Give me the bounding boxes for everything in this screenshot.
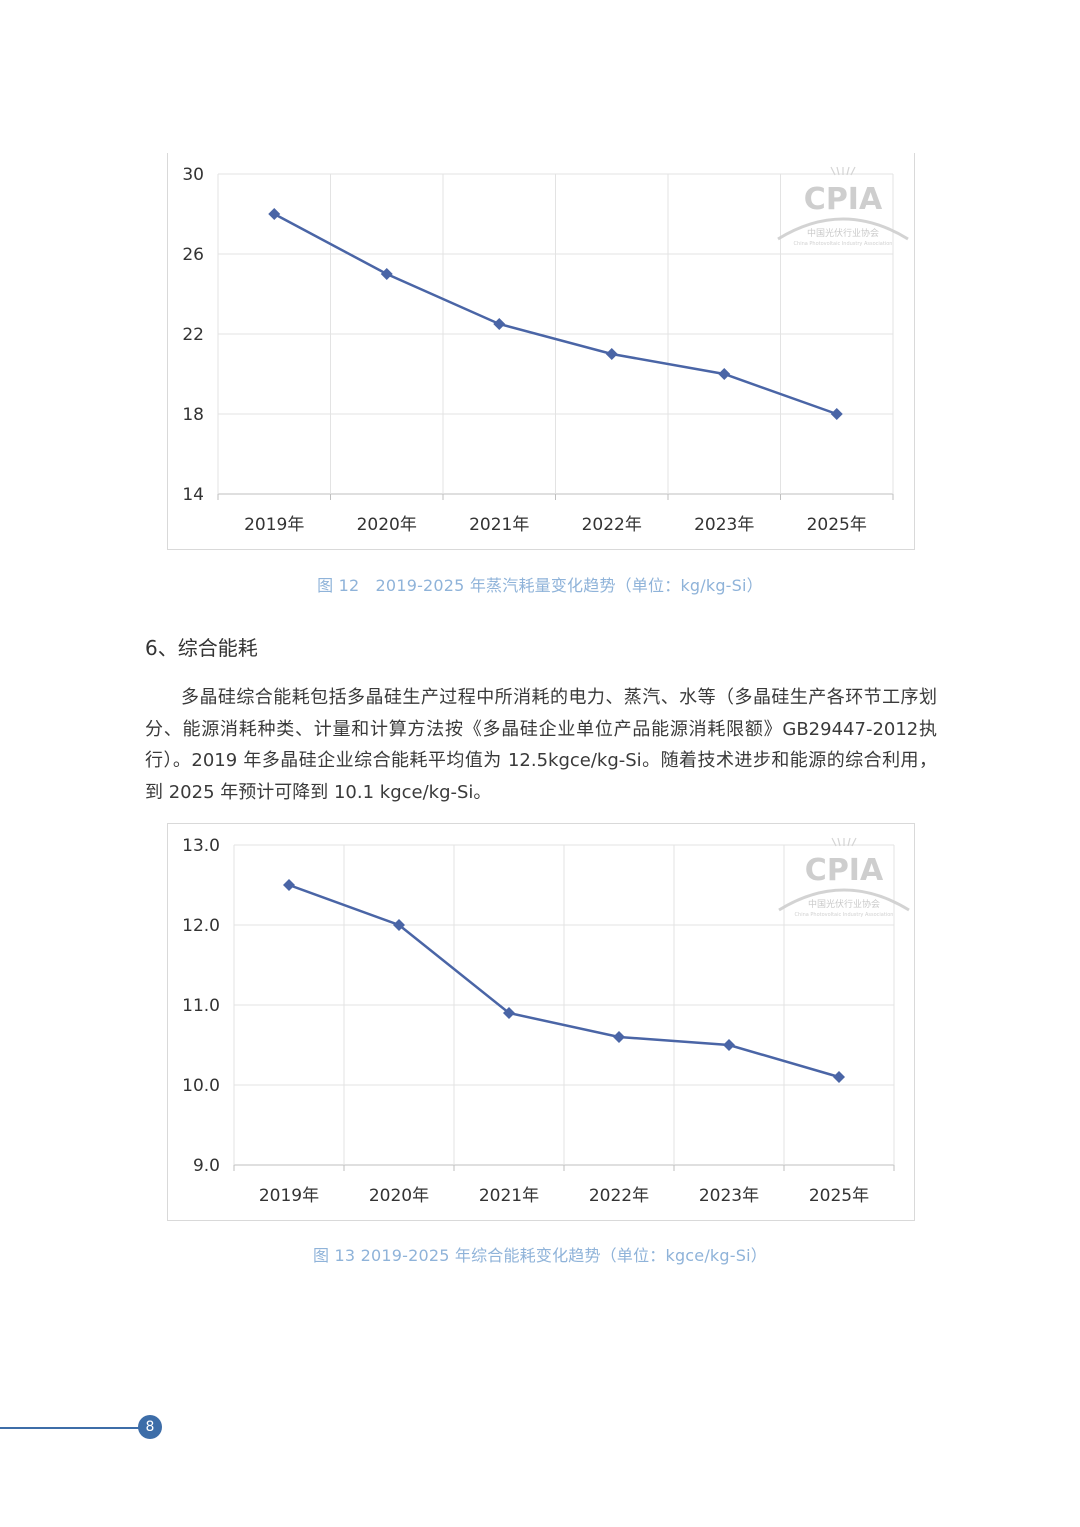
data-point-marker bbox=[283, 879, 295, 891]
watermark-text: CPIA bbox=[804, 182, 883, 217]
x-tick-label: 2020年 bbox=[369, 1186, 429, 1206]
data-point-marker bbox=[493, 318, 506, 330]
chart-steam-consumption: 14 18 22 26 30 2019年 2020年 2021年 2022年 2023年 2025年… bbox=[167, 153, 915, 550]
watermark-subtext: 中国光伏行业协会 bbox=[807, 227, 879, 239]
x-tick-label: 2019年 bbox=[259, 1186, 319, 1206]
x-tick-label: 2023年 bbox=[699, 1186, 759, 1206]
y-tick-label: 10.0 bbox=[182, 1076, 220, 1096]
y-tick-label: 22 bbox=[182, 325, 204, 345]
chart-comprehensive-energy: 9.0 10.0 11.0 12.0 13.0 2019年 2020年 2021年 2022年 2… bbox=[167, 823, 915, 1221]
x-tick-label: 2022年 bbox=[589, 1186, 649, 1206]
data-point-marker bbox=[718, 368, 731, 380]
line-chart-energy: 9.0 10.0 11.0 12.0 13.0 2019年 2020年 2021年 2022年 2… bbox=[182, 836, 910, 1206]
data-point-marker bbox=[830, 408, 843, 420]
section-heading: 6、综合能耗 bbox=[145, 636, 258, 660]
y-tick-label: 9.0 bbox=[193, 1156, 220, 1176]
y-tick-label: 13.0 bbox=[182, 836, 220, 856]
data-point-marker bbox=[380, 268, 393, 280]
x-tick-label: 2019年 bbox=[244, 515, 304, 535]
y-tick-label: 11.0 bbox=[182, 996, 220, 1016]
y-tick-label: 30 bbox=[182, 165, 204, 185]
x-tick-label: 2023年 bbox=[694, 515, 754, 535]
data-point-marker bbox=[605, 348, 618, 360]
watermark-arc bbox=[777, 217, 909, 241]
y-tick-label: 18 bbox=[182, 405, 204, 425]
watermark-ray bbox=[836, 166, 840, 176]
series-line bbox=[273, 212, 838, 416]
data-point-marker bbox=[613, 1031, 625, 1043]
x-tick-label: 2021年 bbox=[479, 1186, 539, 1206]
watermark-ray bbox=[837, 837, 841, 847]
x-tick-label: 2022年 bbox=[582, 515, 642, 535]
watermark-subtext-en: China Photovoltaic Industry Association bbox=[795, 912, 894, 918]
watermark-arc bbox=[778, 888, 910, 912]
line-chart-steam: 14 18 22 26 30 2019年 2020年 2021年 2022年 2023年 2025年… bbox=[182, 165, 909, 535]
x-tick-label: 2025年 bbox=[809, 1186, 869, 1206]
data-point-marker bbox=[268, 208, 281, 220]
watermark-ray bbox=[851, 837, 857, 847]
y-tick-label: 14 bbox=[182, 485, 204, 505]
watermark-subtext: 中国光伏行业协会 bbox=[808, 898, 880, 910]
figure-caption-13: 图 13 2019-2025 年综合能耗变化趋势（单位：kgce/kg-Si） bbox=[313, 1246, 767, 1265]
watermark-ray bbox=[831, 837, 837, 847]
data-point-marker bbox=[503, 1007, 515, 1019]
figure-caption-12: 图 12 2019-2025 年蒸汽耗量变化趋势（单位：kg/kg-Si） bbox=[317, 576, 763, 595]
cpia-watermark: CPIA 中国光伏行业协会 China Photovoltaic Industry … bbox=[778, 837, 910, 918]
x-tick-label: 2021年 bbox=[469, 515, 529, 535]
body-paragraph: 多晶硅综合能耗包括多晶硅生产过程中所消耗的电力、蒸汽、水等（多晶硅生产各环节工序… bbox=[145, 687, 937, 803]
data-point-marker bbox=[833, 1071, 845, 1083]
cpia-watermark: CPIA 中国光伏行业协会 China Photovoltaic Industry … bbox=[777, 166, 909, 247]
watermark-ray bbox=[847, 837, 851, 847]
data-point-marker bbox=[393, 919, 405, 931]
footer-rule bbox=[0, 1427, 140, 1429]
data-point-marker bbox=[723, 1039, 735, 1051]
watermark-subtext-en: China Photovoltaic Industry Association bbox=[794, 241, 893, 247]
watermark-ray bbox=[830, 166, 836, 176]
page-number-badge: 8 bbox=[138, 1415, 162, 1439]
y-tick-label: 12.0 bbox=[182, 916, 220, 936]
x-tick-label: 2020年 bbox=[357, 515, 417, 535]
watermark-ray bbox=[850, 166, 856, 176]
series-line bbox=[288, 883, 840, 1079]
y-tick-label: 26 bbox=[182, 245, 204, 265]
watermark-text: CPIA bbox=[805, 853, 884, 888]
x-tick-label: 2025年 bbox=[807, 515, 867, 535]
watermark-ray bbox=[846, 166, 850, 176]
